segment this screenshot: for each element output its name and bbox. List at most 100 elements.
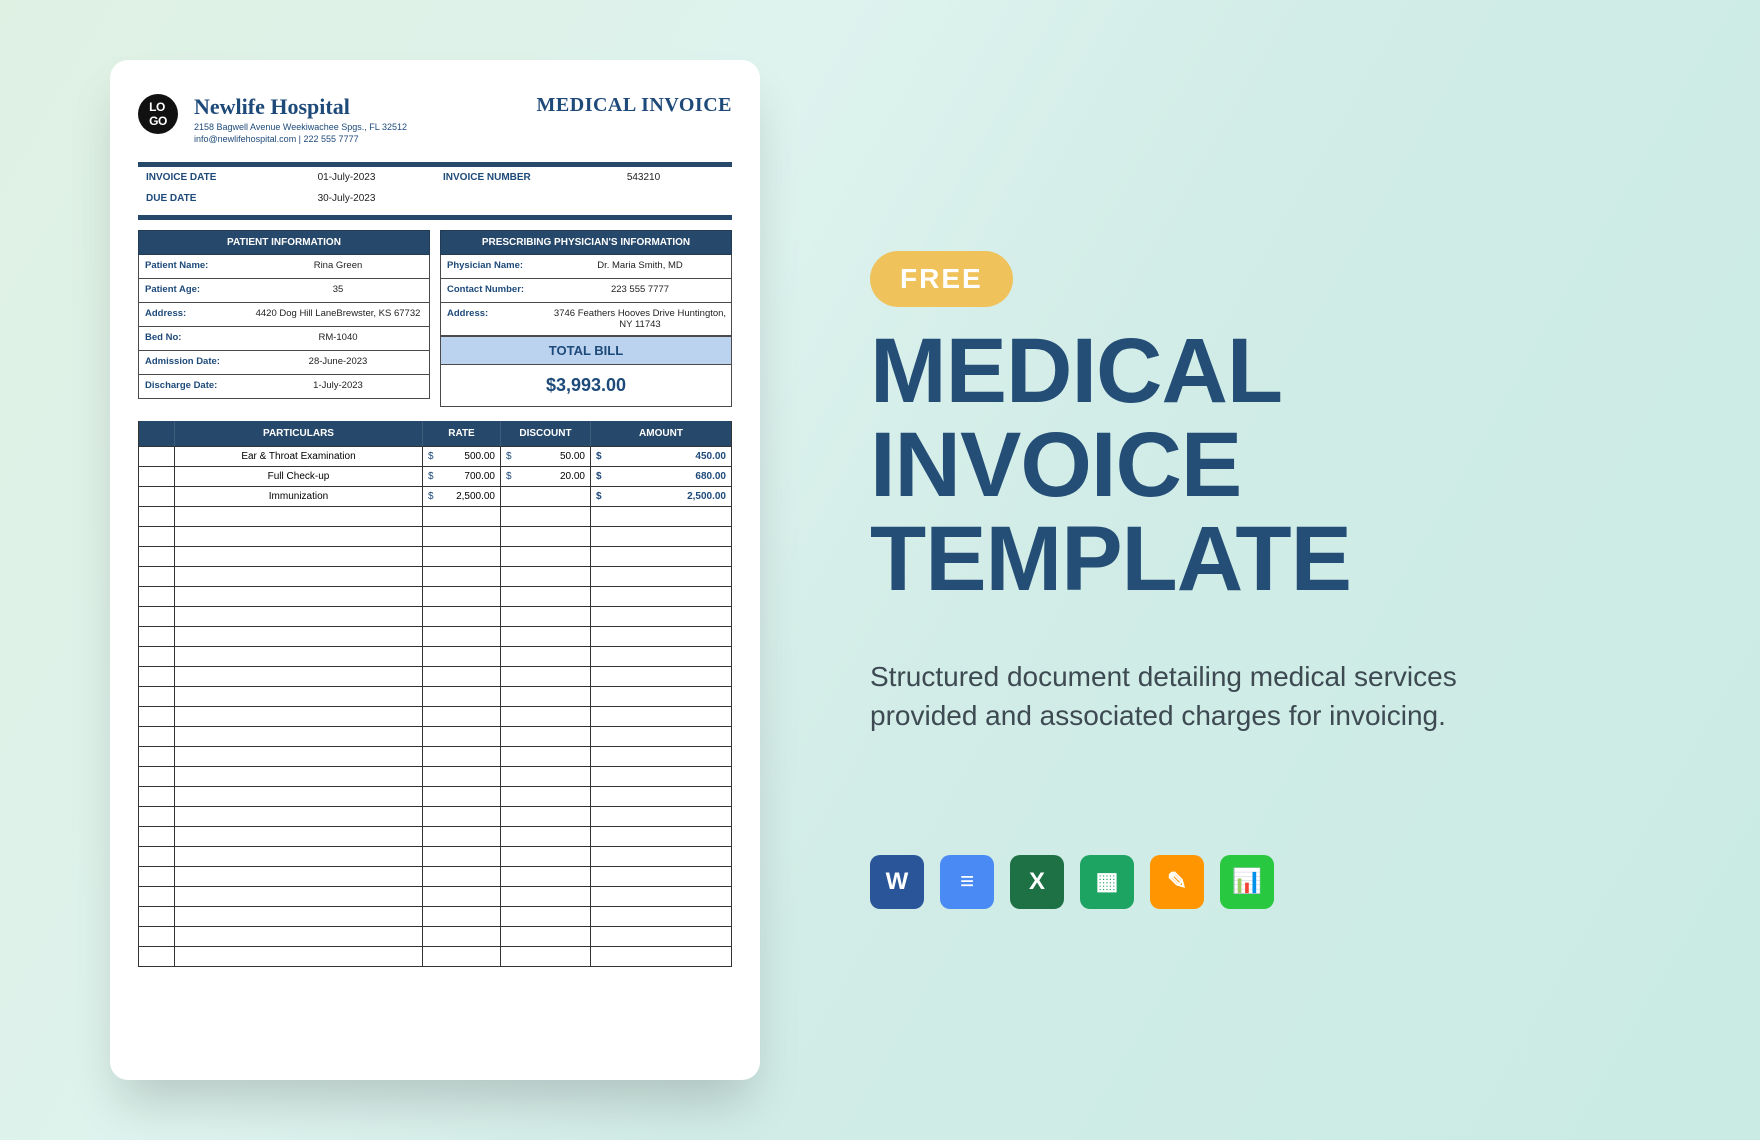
due-date-label: DUE DATE — [138, 188, 258, 209]
table-row-empty — [139, 526, 731, 546]
promo-title-line: TEMPLATE — [870, 508, 1351, 610]
total-bill-value: $3,993.00 — [440, 365, 732, 407]
table-row-empty — [139, 646, 731, 666]
panel-row-value: 1-July-2023 — [247, 375, 429, 398]
promo-panel: FREE MEDICAL INVOICE TEMPLATE Structured… — [870, 231, 1640, 909]
divider — [138, 215, 732, 220]
patient-row: Bed No:RM-1040 — [138, 327, 430, 351]
panel-row-value: 28-June-2023 — [247, 351, 429, 374]
patient-row: Patient Age:35 — [138, 279, 430, 303]
table-row-empty — [139, 666, 731, 686]
promo-title-line: INVOICE — [870, 414, 1241, 516]
patient-panel-title: PATIENT INFORMATION — [138, 230, 430, 255]
table-row-empty — [139, 886, 731, 906]
cell-discount — [501, 487, 591, 506]
panel-row-value: RM-1040 — [247, 327, 429, 350]
cell-discount: $20.00 — [501, 467, 591, 486]
table-row-empty — [139, 506, 731, 526]
table-row-empty — [139, 626, 731, 646]
cell-particulars: Immunization — [175, 487, 423, 506]
physician-row: Address:3746 Feathers Hooves Drive Hunti… — [440, 303, 732, 336]
excel-icon[interactable]: X — [1010, 855, 1064, 909]
pages-icon[interactable]: ✎ — [1150, 855, 1204, 909]
panel-row-label: Discharge Date: — [139, 375, 247, 398]
word-icon[interactable]: W — [870, 855, 924, 909]
invoice-date-label: INVOICE DATE — [138, 167, 258, 188]
table-row-empty — [139, 746, 731, 766]
docs-icon[interactable]: ≡ — [940, 855, 994, 909]
table-row-empty — [139, 906, 731, 926]
panel-row-value: 35 — [247, 279, 429, 302]
free-badge: FREE — [870, 251, 1013, 307]
table-row-empty — [139, 846, 731, 866]
cell-rate: $500.00 — [423, 447, 501, 466]
numbers-icon[interactable]: 📊 — [1220, 855, 1274, 909]
table-row-empty — [139, 786, 731, 806]
hospital-logo-icon: LOGO — [138, 94, 178, 134]
physician-panel-title: PRESCRIBING PHYSICIAN'S INFORMATION — [440, 230, 732, 255]
cell-amount: $2,500.00 — [591, 487, 731, 506]
hospital-address: 2158 Bagwell Avenue Weekiwachee Spgs., F… — [194, 122, 521, 132]
panel-row-value: Rina Green — [247, 255, 429, 278]
patient-row: Discharge Date:1-July-2023 — [138, 375, 430, 399]
table-row-empty — [139, 586, 731, 606]
panel-row-value: 223 555 7777 — [549, 279, 731, 302]
table-row: Immunization$2,500.00$2,500.00 — [139, 486, 731, 506]
sheets-icon[interactable]: ▦ — [1080, 855, 1134, 909]
patient-row: Admission Date:28-June-2023 — [138, 351, 430, 375]
hospital-info: Newlife Hospital 2158 Bagwell Avenue Wee… — [194, 94, 521, 144]
panel-row-label: Patient Name: — [139, 255, 247, 278]
table-row-empty — [139, 866, 731, 886]
total-bill-label: TOTAL BILL — [440, 336, 732, 365]
table-row-empty — [139, 926, 731, 946]
physician-row: Contact Number:223 555 7777 — [440, 279, 732, 303]
promo-title-line: MEDICAL — [870, 320, 1282, 422]
cell-particulars: Full Check-up — [175, 467, 423, 486]
table-row-empty — [139, 726, 731, 746]
physician-panel: PRESCRIBING PHYSICIAN'S INFORMATION Phys… — [440, 230, 732, 407]
app-icons-row: W ≡ X ▦ ✎ 📊 — [870, 855, 1640, 909]
table-row-empty — [139, 946, 731, 966]
physician-row: Physician Name:Dr. Maria Smith, MD — [440, 255, 732, 279]
table-row-empty — [139, 806, 731, 826]
hospital-name: Newlife Hospital — [194, 94, 521, 120]
cell-rate: $2,500.00 — [423, 487, 501, 506]
panel-row-label: Patient Age: — [139, 279, 247, 302]
cell-amount: $450.00 — [591, 447, 731, 466]
cell-amount: $680.00 — [591, 467, 731, 486]
table-row-empty — [139, 826, 731, 846]
panel-row-value: 4420 Dog Hill LaneBrewster, KS 67732 — [247, 303, 429, 326]
table-row-empty — [139, 686, 731, 706]
patient-row: Address:4420 Dog Hill LaneBrewster, KS 6… — [138, 303, 430, 327]
panel-row-label: Admission Date: — [139, 351, 247, 374]
hospital-contact: info@newlifehospital.com | 222 555 7777 — [194, 134, 521, 144]
due-date-value: 30-July-2023 — [258, 188, 435, 209]
table-row-empty — [139, 766, 731, 786]
table-row-empty — [139, 706, 731, 726]
table-row: Ear & Throat Examination$500.00$50.00$45… — [139, 446, 731, 466]
panel-row-value: Dr. Maria Smith, MD — [549, 255, 731, 278]
panel-row-value: 3746 Feathers Hooves Drive Huntington, N… — [549, 303, 731, 335]
info-panels: PATIENT INFORMATION Patient Name:Rina Gr… — [138, 230, 732, 407]
promo-description: Structured document detailing medical se… — [870, 657, 1550, 735]
items-table: PARTICULARS RATE DISCOUNT AMOUNT Ear & T… — [138, 421, 732, 967]
table-row: Full Check-up$700.00$20.00$680.00 — [139, 466, 731, 486]
invoice-number-label: INVOICE NUMBER — [435, 167, 555, 188]
items-table-header: PARTICULARS RATE DISCOUNT AMOUNT — [139, 421, 731, 446]
cell-rate: $700.00 — [423, 467, 501, 486]
panel-row-label: Address: — [139, 303, 247, 326]
panel-row-label: Physician Name: — [441, 255, 549, 278]
promo-title: MEDICAL INVOICE TEMPLATE — [870, 325, 1640, 606]
patient-panel: PATIENT INFORMATION Patient Name:Rina Gr… — [138, 230, 430, 407]
invoice-date-value: 01-July-2023 — [258, 167, 435, 188]
cell-particulars: Ear & Throat Examination — [175, 447, 423, 466]
doc-header: LOGO Newlife Hospital 2158 Bagwell Avenu… — [138, 94, 732, 144]
invoice-number-value: 543210 — [555, 167, 732, 188]
table-row-empty — [139, 606, 731, 626]
col-discount: DISCOUNT — [501, 421, 591, 446]
table-row-empty — [139, 566, 731, 586]
panel-row-label: Address: — [441, 303, 549, 335]
cell-discount: $50.00 — [501, 447, 591, 466]
patient-row: Patient Name:Rina Green — [138, 255, 430, 279]
invoice-document: LOGO Newlife Hospital 2158 Bagwell Avenu… — [110, 60, 760, 1080]
